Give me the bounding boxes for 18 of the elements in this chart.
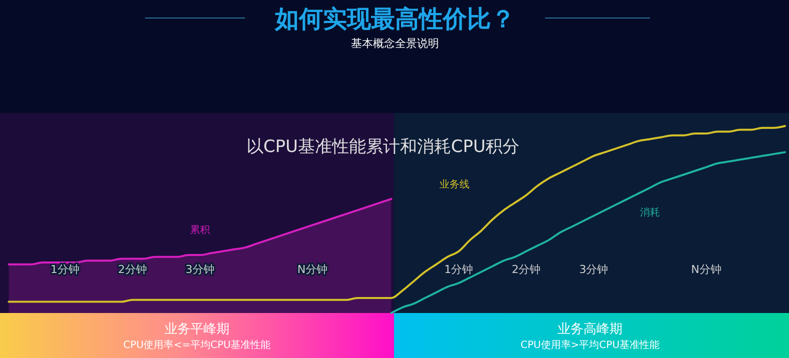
chart-title: 如何实现最高性价比？ [274, 5, 515, 33]
text: 业务平峰期 [164, 322, 230, 337]
x-tick-label: 3分钟 [186, 263, 214, 276]
x-tick-label: 1分钟 [50, 263, 80, 276]
annotation: 以CPU基准性能累计和消耗CPU积分 [246, 137, 520, 157]
series-label: 累积 [190, 225, 210, 236]
x-tick-label: 1分钟 [444, 263, 474, 276]
text: 业务高峰期 [558, 321, 622, 337]
text: CPU使用率>平均CPU基准性能 [520, 339, 660, 351]
x-tick-label: 2分钟 [512, 263, 541, 276]
x-tick-label: 3分钟 [579, 263, 608, 276]
x-tick-label: N分钟 [297, 263, 328, 276]
series-label: 消耗 [640, 206, 660, 219]
text: CPU使用率<=平均CPU基准性能 [123, 339, 271, 351]
text: 业务线 [440, 178, 470, 190]
x-tick-label: N分钟 [691, 263, 722, 276]
x-tick-label: 2分钟 [118, 263, 147, 276]
chart-subtitle: 基本概念全景说明 [351, 37, 439, 50]
